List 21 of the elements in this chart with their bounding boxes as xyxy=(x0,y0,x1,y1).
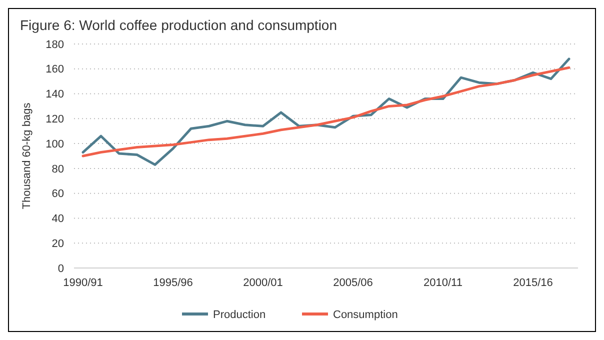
chart-title: Figure 6: World coffee production and consumption xyxy=(20,17,338,33)
y-tick-label: 60 xyxy=(52,188,64,200)
y-tick-label: 160 xyxy=(46,64,64,76)
legend-label: Consumption xyxy=(333,308,398,321)
y-tick-label: 180 xyxy=(46,38,64,51)
x-tick-label: 2005/06 xyxy=(333,277,373,289)
x-tick-label: 2000/01 xyxy=(243,277,283,289)
x-tick-label: 2015/16 xyxy=(513,277,553,289)
x-tick-label: 1995/96 xyxy=(153,277,193,289)
x-tick-label: 1990/91 xyxy=(63,277,103,289)
y-tick-label: 0 xyxy=(58,262,64,275)
y-axis-title: Thousand 60-kg bags xyxy=(21,102,33,210)
y-tick-label: 100 xyxy=(46,138,64,150)
legend-label: Production xyxy=(213,308,266,321)
line-series xyxy=(82,66,570,158)
y-tick-label: 80 xyxy=(52,163,64,176)
x-tick-label: 2010/11 xyxy=(424,277,462,289)
y-tick-label: 120 xyxy=(46,114,64,126)
y-tick-label: 140 xyxy=(46,88,64,101)
y-tick-label: 20 xyxy=(52,238,64,250)
y-tick-label: 40 xyxy=(52,213,64,226)
